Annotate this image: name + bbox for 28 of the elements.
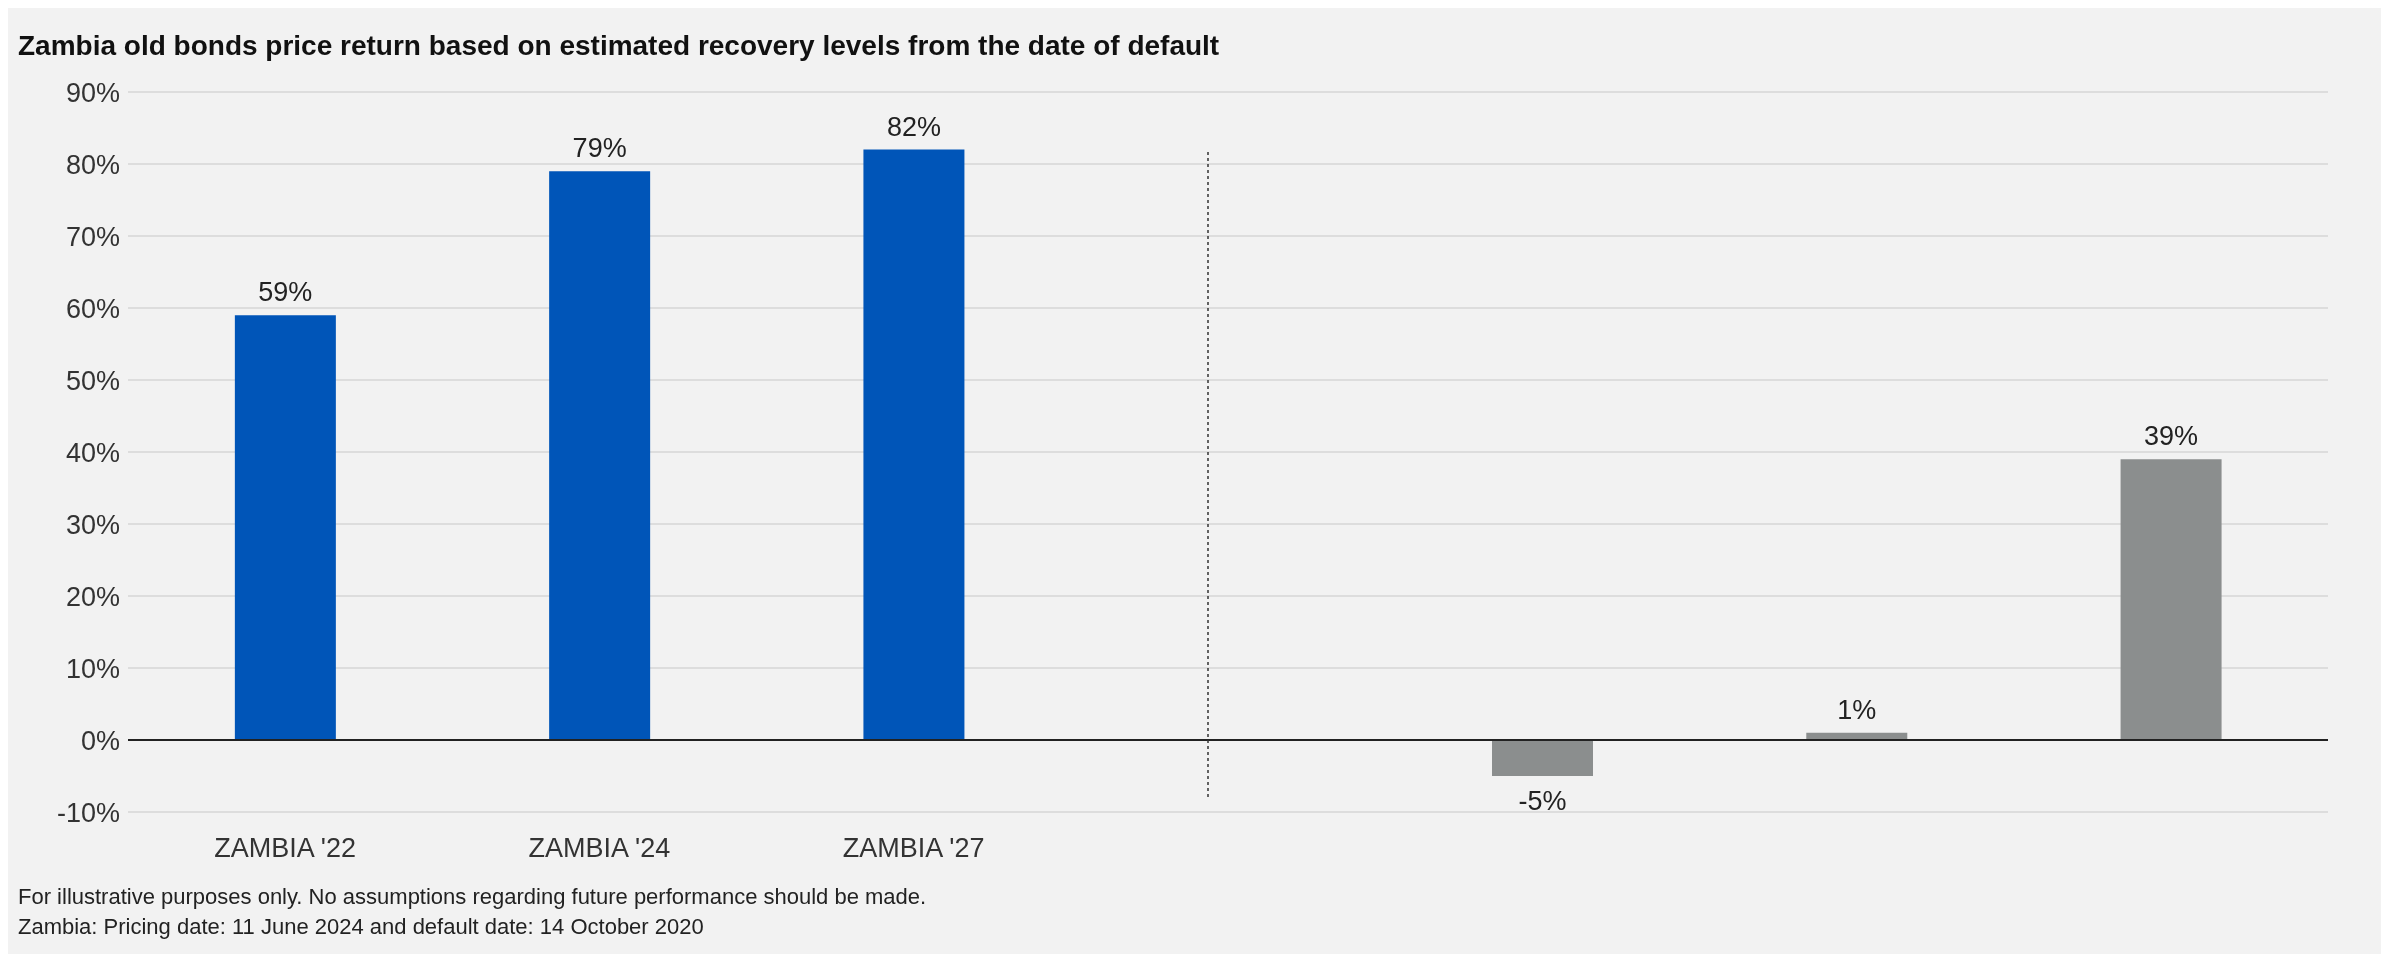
data-label: 79%	[572, 133, 627, 164]
y-tick-label: 10%	[65, 653, 120, 684]
y-tick-label: 60%	[65, 293, 120, 324]
data-label: 39%	[2144, 421, 2199, 452]
y-tick-label: 50%	[65, 365, 120, 396]
y-tick-label: 70%	[65, 221, 120, 252]
text: For illustrative purposes only. No assumptions regarding future performance should be made.	[18, 883, 928, 911]
bar	[234, 315, 336, 740]
data-label: 1%	[1837, 694, 1877, 725]
data-label: 82%	[886, 111, 941, 142]
y-tick-label: 0%	[80, 725, 120, 756]
x-tick-label: ZAMBIA '24	[528, 833, 671, 864]
chart-title: Zambia old bonds price return based on estimated recovery levels from the date of default	[17, 29, 1221, 62]
y-tick-label: -10%	[56, 797, 120, 828]
bar	[863, 149, 965, 740]
bar	[549, 171, 651, 740]
x-tick-label: ZAMBIA '27	[842, 833, 985, 864]
bar	[1492, 740, 1593, 776]
data-label: 59%	[258, 277, 313, 308]
y-tick-label: 90%	[65, 77, 120, 108]
text: Zambia: Pricing date: 11 June 2024 and default date: 14 October 2020	[18, 913, 705, 941]
data-label: -5%	[1518, 786, 1567, 816]
y-tick-label: 80%	[65, 149, 120, 180]
y-tick-label: 40%	[65, 437, 120, 468]
bar	[2120, 459, 2222, 740]
x-tick-label: ZAMBIA '22	[214, 833, 356, 864]
y-tick-label: 30%	[65, 509, 120, 540]
y-tick-label: 20%	[65, 581, 120, 612]
